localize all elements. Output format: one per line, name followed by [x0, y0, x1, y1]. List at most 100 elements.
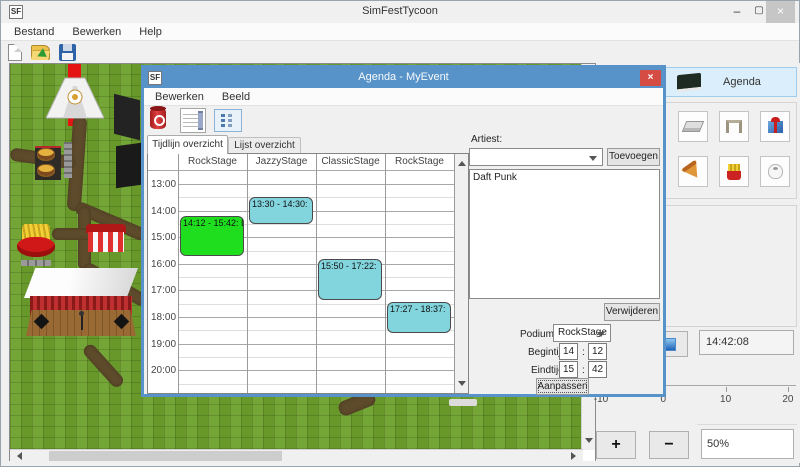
- podium-dropdown[interactable]: RockStage: [553, 324, 611, 342]
- time-label: 18:00: [151, 312, 177, 323]
- window-titlebar: SF SimFestTycoon – ▢ ×: [1, 1, 799, 23]
- start-hour-input[interactable]: 14: [559, 343, 578, 360]
- list-view-button[interactable]: [214, 109, 242, 132]
- time-label: 17:00: [151, 285, 177, 297]
- toilet-paper-icon: [767, 164, 783, 179]
- speed-slider[interactable]: [599, 385, 796, 386]
- end-hour-input[interactable]: 15: [559, 361, 578, 378]
- chevron-down-icon: [597, 332, 605, 341]
- minimize-button[interactable]: –: [733, 4, 741, 18]
- gift-icon: [767, 116, 783, 133]
- trash-icon[interactable]: [150, 106, 166, 129]
- schedule-grid[interactable]: 13:00 14:00 15:00 16:00 17:00 18:00 19:00 20:00…: [148, 171, 455, 393]
- end-minute-input[interactable]: 42: [588, 361, 607, 378]
- main-toolbar: [1, 41, 799, 63]
- schedule-event[interactable]: 13:30 - 14:30:: [249, 197, 313, 224]
- column-divider: [454, 154, 455, 393]
- start-time-label: Begintijd:: [528, 347, 570, 358]
- agenda-item-label: Agenda: [723, 76, 761, 88]
- agenda-book-icon: [677, 72, 701, 92]
- fries-button[interactable]: [719, 156, 749, 187]
- schedule-event[interactable]: 14:12 - 15:42: Daft Punk: [180, 215, 244, 256]
- main-menubar: Bestand Bewerken Help: [1, 23, 799, 41]
- striped-stand[interactable]: [86, 224, 126, 254]
- list-view-icon: [221, 114, 225, 117]
- small-structure[interactable]: [449, 399, 477, 406]
- entrance-gate[interactable]: [46, 76, 104, 120]
- stage-frame-button[interactable]: [719, 111, 749, 142]
- dialog-titlebar[interactable]: SF Agenda - MyEvent ×: [144, 68, 663, 88]
- dialog-menu-bewerken[interactable]: Bewerken: [155, 90, 204, 103]
- column-header: RockStage: [188, 156, 237, 167]
- menu-help[interactable]: Help: [139, 25, 162, 38]
- maximize-button[interactable]: ▢: [754, 5, 764, 16]
- schedule-event[interactable]: 15:50 - 17:22:: [318, 259, 382, 301]
- mattress-button[interactable]: [678, 111, 708, 142]
- main-stage[interactable]: [24, 268, 138, 346]
- chevron-down-icon: [589, 156, 597, 165]
- path[interactable]: [81, 342, 126, 390]
- schedule-event[interactable]: 17:27 - 18:37:: [387, 302, 451, 334]
- artist-listbox[interactable]: Daft Punk: [469, 169, 660, 299]
- apply-button[interactable]: Aanpassen: [536, 378, 589, 395]
- new-document-icon[interactable]: [8, 43, 22, 61]
- slider-tick: [725, 387, 727, 392]
- column-header: JazzyStage: [255, 156, 308, 167]
- column-divider: [316, 154, 317, 393]
- column-divider: [247, 154, 248, 393]
- zoom-level-field[interactable]: 50%: [701, 429, 794, 459]
- gift-button[interactable]: [760, 111, 790, 142]
- time-separator: :: [582, 347, 585, 358]
- time-separator: :: [582, 365, 585, 376]
- agenda-dialog: SF Agenda - MyEvent × Bewerken Beeld Tijd…: [141, 65, 666, 397]
- menu-bewerken[interactable]: Bewerken: [72, 25, 122, 38]
- dialog-title: Agenda - MyEvent: [358, 71, 449, 83]
- timeline-view-icon[interactable]: [180, 108, 206, 133]
- dialog-menu-beeld[interactable]: Beeld: [221, 90, 251, 103]
- zoom-in-button[interactable]: +: [596, 431, 636, 459]
- slider-tick: [787, 387, 789, 392]
- app-logo: SF: [9, 5, 23, 19]
- fries-stand[interactable]: [17, 224, 57, 270]
- artist-list-item[interactable]: Daft Punk: [473, 172, 517, 183]
- slider-tick-label: 10: [720, 394, 732, 405]
- end-time-label: Eindtijd:: [531, 365, 567, 376]
- artist-dropdown[interactable]: [469, 148, 603, 166]
- burger-stand[interactable]: [35, 140, 73, 182]
- artist-label: Artiest:: [471, 134, 503, 145]
- column-divider: [178, 154, 179, 393]
- column-header: RockStage: [395, 156, 444, 167]
- start-minute-input[interactable]: 12: [588, 343, 607, 360]
- pizza-icon: [681, 160, 705, 183]
- building[interactable]: [114, 93, 140, 141]
- map-horizontal-scrollbar[interactable]: [10, 449, 583, 462]
- tab-list-overview[interactable]: Lijst overzicht: [228, 137, 301, 154]
- time-label: 15:00: [151, 232, 177, 244]
- schedule-scrollbar[interactable]: [454, 154, 468, 393]
- slider-tick-label: 0: [660, 394, 667, 405]
- time-label: 13:00: [151, 179, 177, 190]
- slider-tick-label: 20: [782, 394, 794, 405]
- tab-timeline-overview[interactable]: Tijdlijn overzicht: [147, 135, 228, 154]
- dialog-menubar: Bewerken Beeld: [144, 88, 663, 106]
- time-label: 19:00: [151, 338, 177, 350]
- mattress-icon: [681, 121, 705, 132]
- window-bottom-edge: [1, 461, 799, 466]
- pizza-button[interactable]: [678, 156, 708, 187]
- podium-label: Podium:: [520, 329, 557, 340]
- game-clock: 14:42:08: [699, 330, 794, 355]
- dialog-close-button[interactable]: ×: [640, 70, 661, 86]
- save-icon[interactable]: [59, 43, 76, 61]
- add-artist-button[interactable]: Toevoegen: [607, 148, 660, 166]
- toilet-paper-button[interactable]: [760, 156, 790, 187]
- column-header: ClassicStage: [321, 156, 380, 167]
- open-folder-icon[interactable]: [31, 44, 50, 60]
- zoom-out-button[interactable]: −: [649, 431, 689, 459]
- close-button[interactable]: ×: [766, 1, 795, 23]
- time-label: 16:00: [151, 258, 177, 270]
- column-divider: [385, 154, 386, 393]
- window-title: SimFestTycoon: [362, 5, 438, 17]
- menu-bestand[interactable]: Bestand: [14, 25, 55, 38]
- remove-button[interactable]: Verwijderen: [604, 303, 660, 321]
